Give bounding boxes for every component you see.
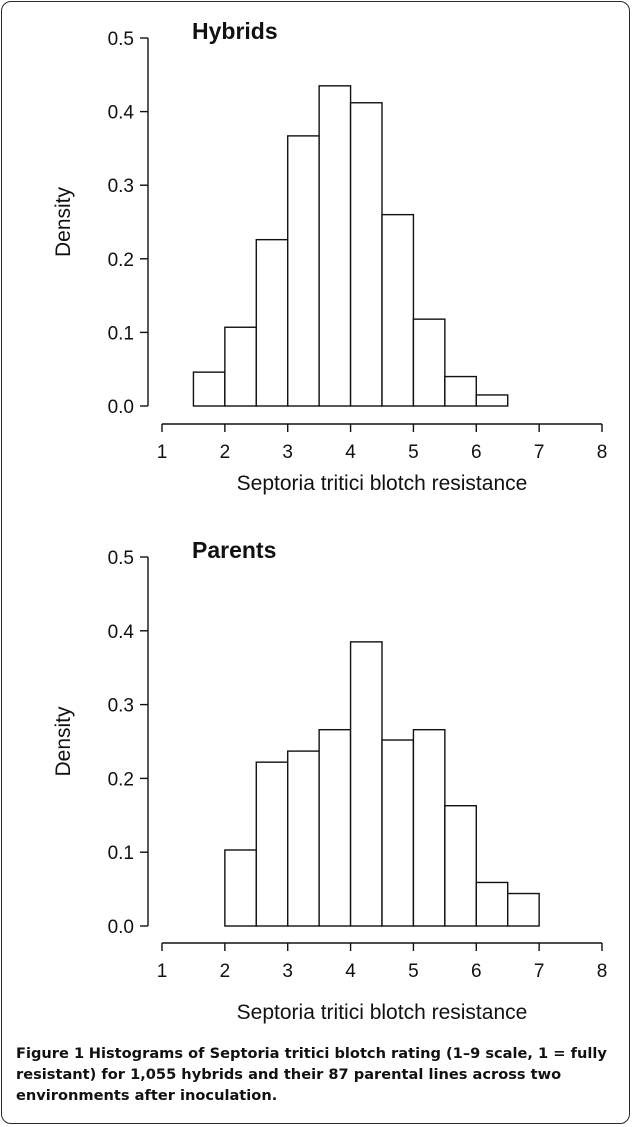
histogram-bar [444,805,477,927]
histogram-bar [381,739,415,927]
x-tick-label: 6 [471,961,482,982]
y-tick-label: 0.0 [108,917,134,938]
y-tick-label: 0.4 [108,103,135,124]
histogram-bar [224,849,257,927]
y-tick-label: 0.5 [108,548,134,569]
y-tick-label: 0.3 [108,696,134,717]
histogram-bar [318,85,352,407]
caption-text: Histograms of Septoria tritici blotch ra… [16,1045,607,1104]
y-tick-label: 0.3 [108,176,134,197]
histogram-bar [287,750,320,927]
x-tick-label: 7 [534,442,545,463]
y-tick-label: 0.1 [108,323,134,344]
x-axis-title: Septoria tritici blotch resistance [237,1001,528,1024]
histogram-bar [475,394,509,407]
histogram-bar [475,881,509,927]
histogram-bar [255,761,289,927]
x-tick-label: 7 [534,961,545,982]
parents-histogram: 0.0 0.1 0.2 0.3 0.4 0.5 1 2 3 4 5 6 7 8 Septoria triti… [52,537,607,1024]
x-tick-label: 8 [597,442,608,463]
histogram-bar [412,318,446,407]
figure-caption: Figure 1 Histograms of Septoria tritici … [16,1043,616,1106]
y-axis-title: Density [52,706,75,777]
x-tick-label: 4 [345,961,356,982]
x-tick-label: 3 [282,961,293,982]
panel-title: Parents [192,537,276,563]
histogram-bar [507,892,540,927]
x-tick-label: 2 [220,442,231,463]
caption-label: Figure 1 [16,1045,85,1062]
histogram-bar [444,375,477,407]
hybrids-histogram: 0.0 0.1 0.2 0.3 0.4 0.5 1 2 3 4 5 6 7 8 Septoria triti… [52,18,607,495]
y-tick-label: 0.0 [108,397,134,418]
x-tick-label: 8 [597,961,608,982]
histogram-bar [349,641,383,927]
histogram-bar [224,326,257,407]
histogram-bar [349,102,383,407]
histogram-bar [412,728,446,927]
y-tick-label: 0.2 [108,769,134,790]
histogram-bar [381,213,415,407]
y-tick-label: 0.4 [108,622,135,643]
x-tick-label: 3 [282,442,293,463]
y-axis-title: Density [52,186,75,257]
x-tick-label: 5 [408,961,419,982]
histogram-bar [255,238,289,407]
histogram-bar [192,371,226,407]
y-tick-label: 0.2 [108,250,134,271]
x-tick-label: 4 [345,442,356,463]
x-tick-label: 6 [471,442,482,463]
histogram-bar [318,728,352,927]
x-tick-label: 2 [220,961,231,982]
x-tick-label: 1 [157,442,168,463]
y-tick-label: 0.1 [108,843,134,864]
x-tick-label: 5 [408,442,419,463]
histogram-bar [287,135,320,407]
y-tick-label: 0.5 [108,29,134,50]
x-tick-label: 1 [157,961,168,982]
x-axis-title: Septoria tritici blotch resistance [237,472,528,495]
panel-title: Hybrids [192,18,278,44]
